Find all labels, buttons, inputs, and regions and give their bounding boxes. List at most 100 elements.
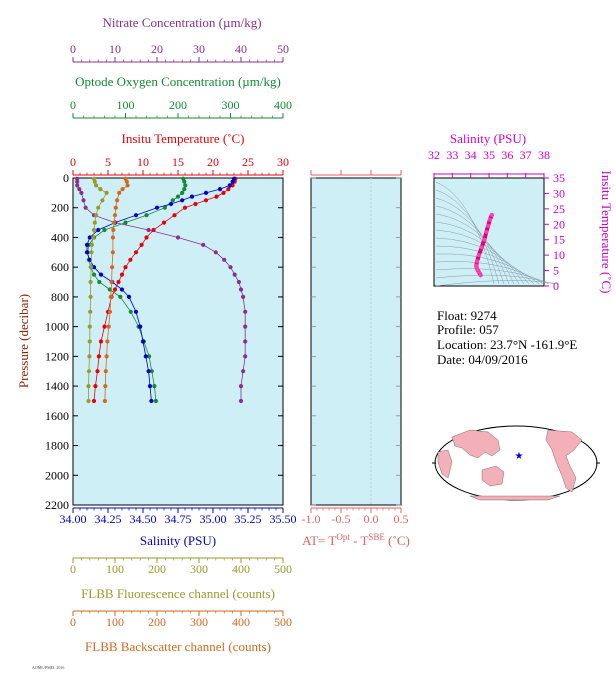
backscatter-tick-label: 0 (70, 615, 76, 629)
ts-isoline (435, 253, 540, 285)
salinity-point (230, 179, 235, 184)
ts-salinity-tick-label: 36 (501, 148, 513, 162)
nitrate-axis: 0 10 20 30 40 50 (70, 42, 289, 63)
fluorescence-tick-label: 200 (148, 562, 166, 576)
temperature-point (203, 198, 209, 203)
nitrate-tick-label: 10 (109, 42, 121, 56)
oxygen-point (183, 183, 188, 188)
delta-tick-label: -0.5 (332, 512, 351, 526)
salinity-tick-label: 34.75 (165, 512, 192, 526)
salinity-line (86, 178, 235, 402)
oxygen-point (170, 198, 175, 203)
oxygen-point (153, 398, 158, 404)
ts-point (484, 230, 489, 234)
flbb-fluorescence-point (88, 294, 93, 299)
flbb-backscatter-point (104, 354, 109, 359)
nitrate-point (243, 309, 248, 314)
flbb-backscatter-point (125, 183, 130, 188)
ts-point (475, 267, 480, 271)
salinity-point (143, 354, 148, 359)
ts-density-isolines (435, 181, 560, 287)
ts-temperature-tick-label: 0 (553, 279, 559, 293)
flbb-backscatter-point (120, 187, 125, 192)
nitrate-tick-label: 30 (193, 42, 205, 56)
ts-isoline (435, 261, 545, 285)
oxygen-tick-label: 300 (222, 98, 240, 112)
temperature-tick-label: 20 (207, 155, 219, 169)
pressure-tick-label: 2000 (45, 468, 69, 482)
map-land-americas (545, 429, 583, 493)
ts-temperature-tick-label: 5 (553, 264, 559, 278)
salinity-tick-label: 35.50 (270, 512, 297, 526)
flbb-fluorescence-point (91, 235, 96, 240)
oxygen-point (123, 220, 128, 225)
nitrate-point (81, 198, 86, 203)
backscatter-tick-label: 200 (148, 615, 166, 629)
backscatter-tick-label: 100 (106, 615, 124, 629)
temperature-axis: 0 5 10 15 20 25 30 (70, 155, 289, 176)
pressure-tick-label: 1200 (45, 349, 69, 363)
ts-point (487, 217, 492, 222)
flbb-fluorescence-point (98, 187, 103, 192)
ts-temperature-tick-label: 25 (553, 202, 565, 216)
ts-isoline (435, 245, 535, 285)
nitrate-tick-label: 0 (70, 42, 76, 56)
flbb-fluorescence-point (96, 205, 101, 210)
ts-isoline (435, 197, 505, 285)
salinity-point (203, 190, 209, 195)
ts-isoline (435, 237, 530, 285)
oxygen-point (182, 179, 187, 184)
ts-salinity-tick-label: 34 (465, 148, 477, 162)
temperature-point (151, 227, 156, 233)
location: Location: 23.7°N -161.9°E (437, 337, 577, 352)
flbb-fluorescence-point (86, 398, 91, 404)
map-land-asia (451, 429, 501, 459)
delta-tick-label: 0.0 (364, 512, 379, 526)
ts-point (479, 245, 484, 250)
salinity-point (84, 242, 90, 247)
oxygen-point (149, 369, 154, 374)
flbb-fluorescence-point (87, 339, 92, 344)
backscatter-axis: 0 100 200 300 400 500 (70, 610, 292, 629)
ts-salinity-tick-label: 37 (520, 148, 532, 162)
salinity-point (168, 201, 174, 207)
nitrate-point (201, 242, 206, 247)
ts-salinity-axis-title: Salinity (PSU) (450, 131, 526, 146)
flbb-fluorescence-point (94, 183, 99, 188)
salinity-tick-label: 34.00 (60, 512, 87, 526)
nitrate-point (175, 235, 181, 240)
ts-point (476, 253, 481, 258)
flbb-backscatter-point (113, 205, 118, 210)
nitrate-tick-label: 50 (277, 42, 289, 56)
delta-temperature-plot-area (310, 177, 402, 506)
ts-point (482, 237, 487, 242)
temperature-point (139, 242, 144, 247)
world-map: ★ (432, 425, 600, 501)
flbb-backscatter-point (110, 265, 115, 270)
salinity-point (98, 272, 104, 277)
flbb-backscatter-point (106, 324, 111, 329)
oxygen-point (91, 272, 97, 277)
nitrate-point (77, 187, 82, 192)
date: Date: 04/09/2016 (437, 352, 528, 367)
oxygen-point (144, 213, 149, 218)
float-location-marker-icon: ★ (515, 451, 524, 462)
flbb-backscatter-point (103, 384, 108, 389)
delta-title-mid: - T (350, 533, 369, 548)
pressure-axis-title: Pressure (decibar) (16, 294, 31, 388)
salinity-axis-title: Salinity (PSU) (140, 533, 216, 548)
ts-temperature-tick-label: 15 (553, 233, 565, 247)
nitrate-point (241, 294, 246, 299)
oxygen-tick-label: 100 (117, 98, 135, 112)
temperature-point (172, 213, 177, 218)
delta-temperature-axis-title: AT= TOpt - TSBE (˚C) (302, 532, 410, 548)
nitrate-point (243, 339, 248, 344)
temperature-point (112, 287, 118, 292)
flbb-backscatter-point (105, 339, 110, 344)
oxygen-point (152, 384, 157, 389)
flbb-fluorescence-point (94, 213, 99, 218)
salinity-point (149, 398, 154, 404)
fluorescence-tick-label: 400 (232, 562, 250, 576)
flbb-fluorescence-point (87, 324, 92, 329)
temperature-point (144, 235, 149, 240)
